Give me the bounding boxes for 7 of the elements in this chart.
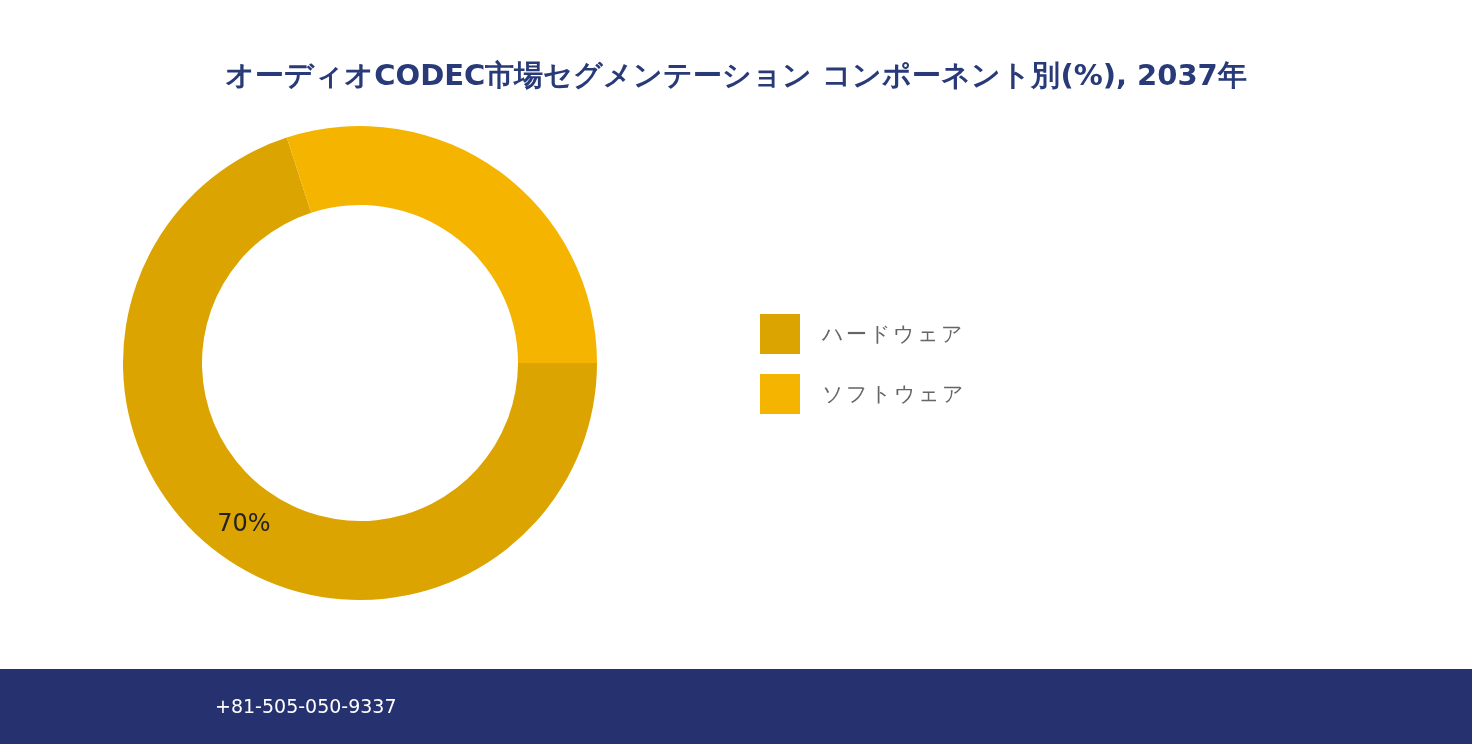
legend-label: ソフトウェア <box>822 381 966 408</box>
text: +81-505-050-9337 <box>215 695 397 717</box>
legend-label: ハードウェア <box>822 321 965 348</box>
donut-slice <box>286 126 597 363</box>
chart-title: オーディオCODEC市場セグメンテーション コンポーネント別(%), 2037年 <box>224 57 1248 94</box>
donut-slice <box>123 137 597 600</box>
data-label: 70% <box>217 508 271 537</box>
